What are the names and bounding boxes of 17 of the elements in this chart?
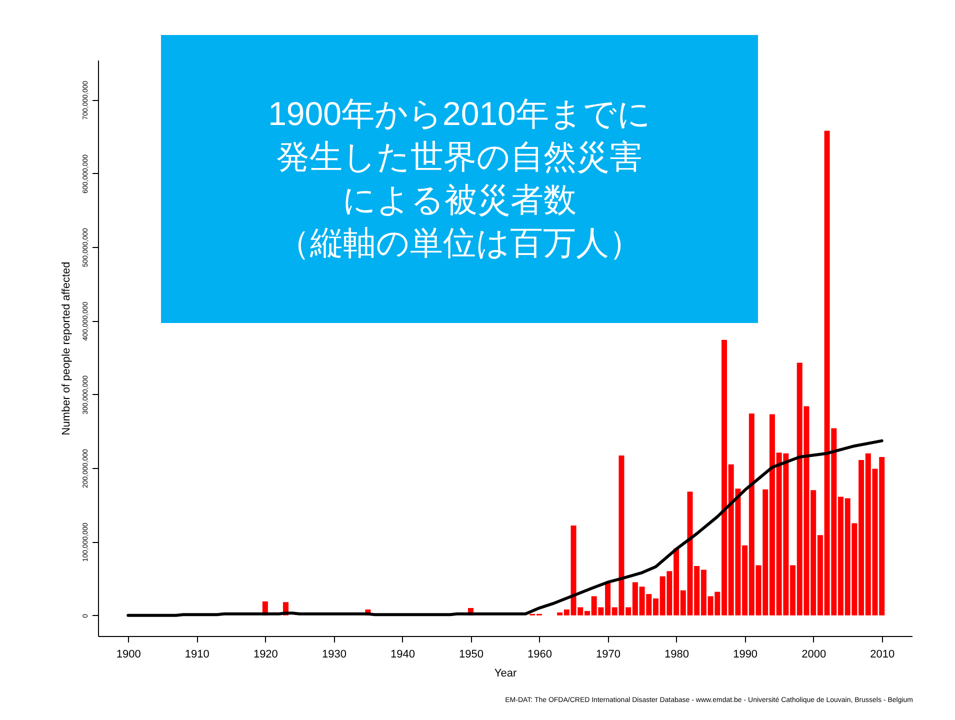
x-tick-label: 1980 bbox=[664, 648, 690, 660]
x-tick-label: 1960 bbox=[528, 648, 552, 660]
x-tick-label: 1910 bbox=[184, 648, 210, 660]
x-tick-label: 1970 bbox=[596, 648, 621, 660]
x-tick-label: 1930 bbox=[322, 648, 346, 660]
line-series bbox=[126, 439, 884, 617]
x-tick-label: 1900 bbox=[116, 648, 141, 660]
x-tick-label: 2010 bbox=[870, 648, 895, 660]
x-tick-label: 1920 bbox=[253, 648, 278, 660]
text: （縦軸の単位は百万人） bbox=[277, 222, 642, 263]
x-axis-title: Year bbox=[494, 668, 517, 680]
x-tick-label: 1950 bbox=[459, 648, 484, 660]
x-tick-label: 1990 bbox=[733, 648, 758, 660]
y-axis-title: Number of people reported affected bbox=[60, 262, 72, 436]
x-tick-label: 1940 bbox=[390, 648, 415, 660]
text: 1900年から2010年までに発生した世界の自然災害による被災者数 bbox=[267, 94, 652, 220]
x-tick-label: 2000 bbox=[802, 648, 826, 660]
